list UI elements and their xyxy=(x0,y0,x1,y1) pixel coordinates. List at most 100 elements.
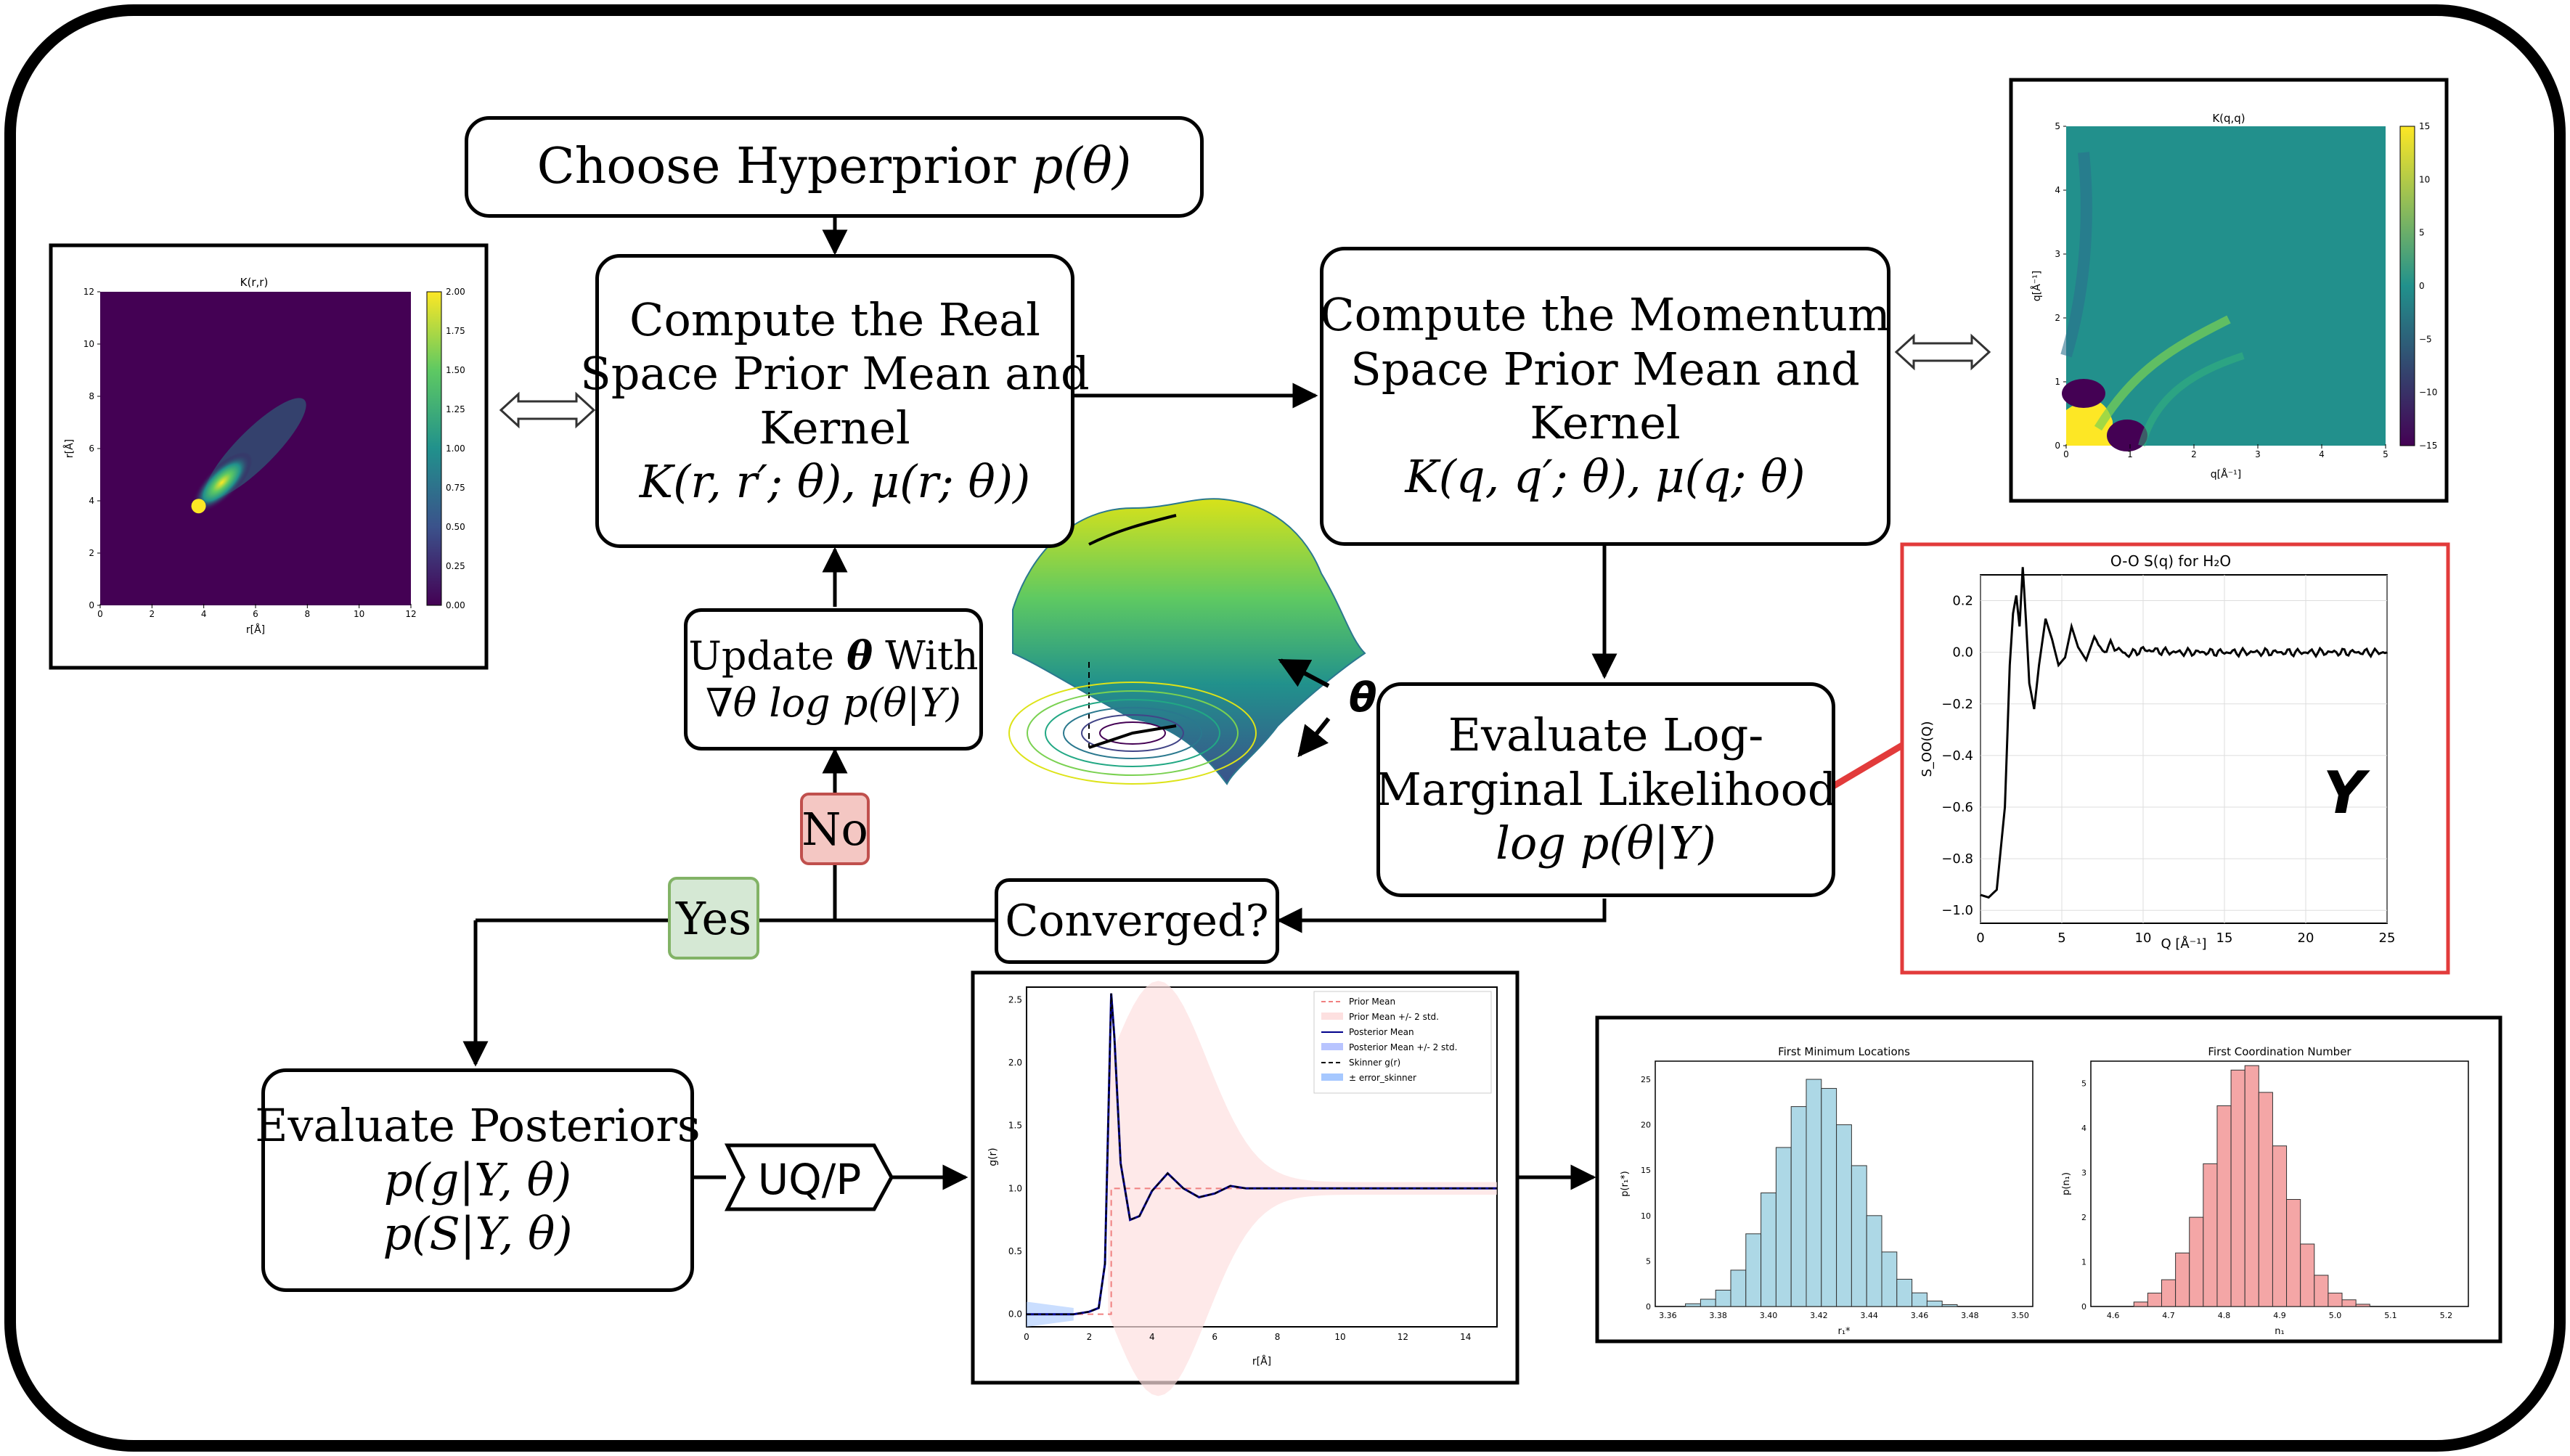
h2-xtick-label: 4.9 xyxy=(2273,1311,2286,1320)
hyperprior-math: p(θ) xyxy=(1031,138,1132,196)
gr-xticks: 0 2 4 6 8 10 12 14 xyxy=(1024,1332,1471,1342)
gr-xtick-label: 0 xyxy=(1024,1332,1029,1342)
kqq-features xyxy=(2060,152,2245,451)
sq-ytick-label: −0.4 xyxy=(1941,748,1973,764)
kqq-xtick-label: 0 xyxy=(2063,449,2069,459)
kqq-title: K(q,q) xyxy=(2212,112,2245,125)
gr-ytick-label: 1.5 xyxy=(1008,1121,1022,1131)
sq-title: O-O S(q) for H₂O xyxy=(2110,552,2231,570)
h1-xtick-label: 3.50 xyxy=(2011,1311,2029,1320)
h1-bar xyxy=(1941,1304,1958,1307)
kqq-xtick-label: 1 xyxy=(2127,449,2133,459)
h2-xtick-label: 4.7 xyxy=(2162,1311,2175,1320)
h1-bar xyxy=(1926,1300,1943,1307)
h1-bar xyxy=(1912,1292,1928,1307)
h1-xtick-label: 3.44 xyxy=(1860,1311,1878,1320)
gr-ytick-label: 1.0 xyxy=(1008,1183,1022,1193)
kqq-cbtick-label: 0 xyxy=(2419,281,2425,291)
kqq-ytick-label: 4 xyxy=(2055,185,2060,195)
h2-bar xyxy=(2286,1199,2301,1307)
kqq-colorbar xyxy=(2399,126,2415,446)
krr-xtick-label: 0 xyxy=(97,609,103,619)
h2-bar xyxy=(2161,1279,2177,1307)
h2-ytick-label: 1 xyxy=(2081,1258,2086,1267)
sq-xtick-label: 0 xyxy=(1976,931,1984,946)
gr-yticks: 0.0 0.5 1.0 1.5 2.0 2.5 xyxy=(1008,994,1022,1319)
sq-ytick-label: −1.0 xyxy=(1941,903,1973,918)
h1-bar xyxy=(1836,1124,1852,1307)
gr-ytick-label: 2.0 xyxy=(1008,1058,1022,1068)
h2-bar xyxy=(2300,1243,2315,1307)
h1-bar xyxy=(1715,1289,1731,1307)
update-tail: With xyxy=(873,632,979,679)
sq-ytick-label: −0.2 xyxy=(1941,697,1973,712)
h2-bar xyxy=(2258,1092,2273,1307)
h2-ytick-label: 5 xyxy=(2081,1079,2086,1089)
double-arrow-left xyxy=(499,391,596,429)
sq-xtick-label: 25 xyxy=(2379,931,2396,946)
krr-cbtick-label: 1.25 xyxy=(446,404,465,414)
h2-xtick-label: 5.0 xyxy=(2329,1311,2342,1320)
chart-gr: Prior Mean Prior Mean +/- 2 std. Posterior… xyxy=(971,970,1519,1396)
krr-xtick-label: 4 xyxy=(201,609,207,619)
krr-xtick-label: 2 xyxy=(150,609,155,619)
h2-xtick-label: 5.2 xyxy=(2440,1311,2453,1320)
kqq-cbtick-label: −10 xyxy=(2419,388,2437,398)
sq-ytick-label: 0.2 xyxy=(1952,594,1973,609)
h1-bar xyxy=(1866,1215,1882,1307)
chart-histograms: First Minimum Locations 3.36 3.38 3.40 3.42… xyxy=(1595,1015,2502,1343)
h2-bar xyxy=(2328,1293,2343,1307)
h1-ytick-label: 25 xyxy=(1641,1075,1651,1084)
hist2-xlabel: n₁ xyxy=(2275,1326,2284,1337)
h1-bar xyxy=(1775,1147,1792,1307)
krr-ytick-label: 12 xyxy=(83,287,94,297)
update-theta-math: θ xyxy=(847,631,873,679)
krr-xlabel: r[Å] xyxy=(246,623,265,636)
h2-bar xyxy=(2189,1216,2204,1307)
hist-coordination-number: First Coordination Number 4.6 4.7 4.8 4.9 5.… xyxy=(2061,1045,2469,1337)
kqq-ytick-label: 0 xyxy=(2055,441,2060,451)
gr-legend-swatch xyxy=(1321,1013,1343,1020)
kqq-ytick-label: 1 xyxy=(2055,377,2060,387)
kqq-xtick-label: 4 xyxy=(2319,449,2325,459)
gr-ytick-label: 0.0 xyxy=(1008,1309,1022,1320)
krr-colorbar xyxy=(426,291,442,606)
gr-legend-label: Prior Mean +/- 2 std. xyxy=(1349,1012,1439,1022)
h2-bar xyxy=(2355,1304,2370,1307)
krr-xticks: 0 2 4 6 8 10 12 xyxy=(97,604,417,619)
h1-bar xyxy=(1881,1251,1898,1307)
h1-bar xyxy=(1700,1298,1716,1307)
h2-bar xyxy=(2147,1293,2163,1307)
krr-cbtick-label: 0.00 xyxy=(446,600,465,610)
tag-no: No xyxy=(800,793,870,865)
h1-bar xyxy=(1806,1079,1822,1307)
kqq-ytick-label: 5 xyxy=(2055,121,2060,131)
sq-plot-area xyxy=(1980,574,2388,924)
krr-cbtick-label: 1.50 xyxy=(446,365,465,375)
kqq-yticks: 0 1 2 3 4 5 xyxy=(2055,121,2066,451)
h1-bar xyxy=(1761,1193,1776,1307)
krr-ytick-label: 6 xyxy=(89,443,94,454)
h1-xtick-label: 3.46 xyxy=(1911,1311,1929,1320)
gr-xtick-label: 6 xyxy=(1212,1332,1217,1342)
h2-bar xyxy=(2175,1252,2190,1307)
krr-cbtick-label: 1.75 xyxy=(446,326,465,336)
h2-bar xyxy=(2244,1065,2259,1307)
krr-peak xyxy=(191,398,306,514)
posterior-g-math: p(g|Y, θ) xyxy=(383,1153,572,1206)
sq-xtick-label: 10 xyxy=(2135,931,2152,946)
gr-xtick-label: 12 xyxy=(1398,1332,1408,1342)
lml-line-1: Evaluate Log- xyxy=(1448,708,1764,762)
h1-bar xyxy=(1821,1088,1837,1307)
hist2-ylabel: p(n₁) xyxy=(2061,1172,2072,1195)
krr-xtick-label: 8 xyxy=(305,609,311,619)
momentum-line-3: Kernel xyxy=(1530,396,1681,449)
h1-xtick-label: 3.48 xyxy=(1961,1311,1979,1320)
h2-bar xyxy=(2341,1299,2357,1307)
h1-bar xyxy=(1730,1269,1747,1307)
hist2-bars xyxy=(2133,1065,2370,1307)
krr-cbtick-label: 0.75 xyxy=(446,483,465,493)
node-evaluate-posteriors: Evaluate Posteriors p(g|Y, θ) p(S|Y, θ) xyxy=(255,1068,701,1292)
sq-xlabel: Q [Å⁻¹] xyxy=(2161,936,2207,952)
node-update-theta: Update θ With ∇θ log p(θ|Y) xyxy=(684,608,983,751)
